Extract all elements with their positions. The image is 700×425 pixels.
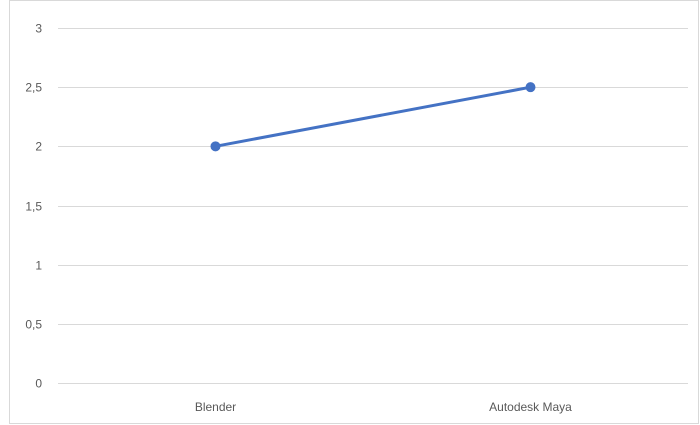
series-layer [210,82,536,152]
data-point [210,141,221,152]
x-axis-tick-labels: Blender Autodesk Maya [195,400,572,414]
x-tick-label: Autodesk Maya [489,400,572,414]
y-tick-label: 1 [35,259,42,273]
y-tick-label: 2,5 [25,81,42,95]
y-tick-label: 2 [35,140,42,154]
y-tick-label: 0,5 [25,318,42,332]
y-tick-label: 1,5 [25,200,42,214]
y-tick-label: 0 [35,377,42,391]
x-tick-label: Blender [195,400,236,414]
y-axis-tick-labels: 0 0,5 1 1,5 2 2,5 3 [25,22,42,391]
data-point [525,82,536,93]
gridlines [58,28,688,384]
series-line [214,85,532,148]
y-tick-label: 3 [35,22,42,36]
chart-frame [9,0,699,424]
